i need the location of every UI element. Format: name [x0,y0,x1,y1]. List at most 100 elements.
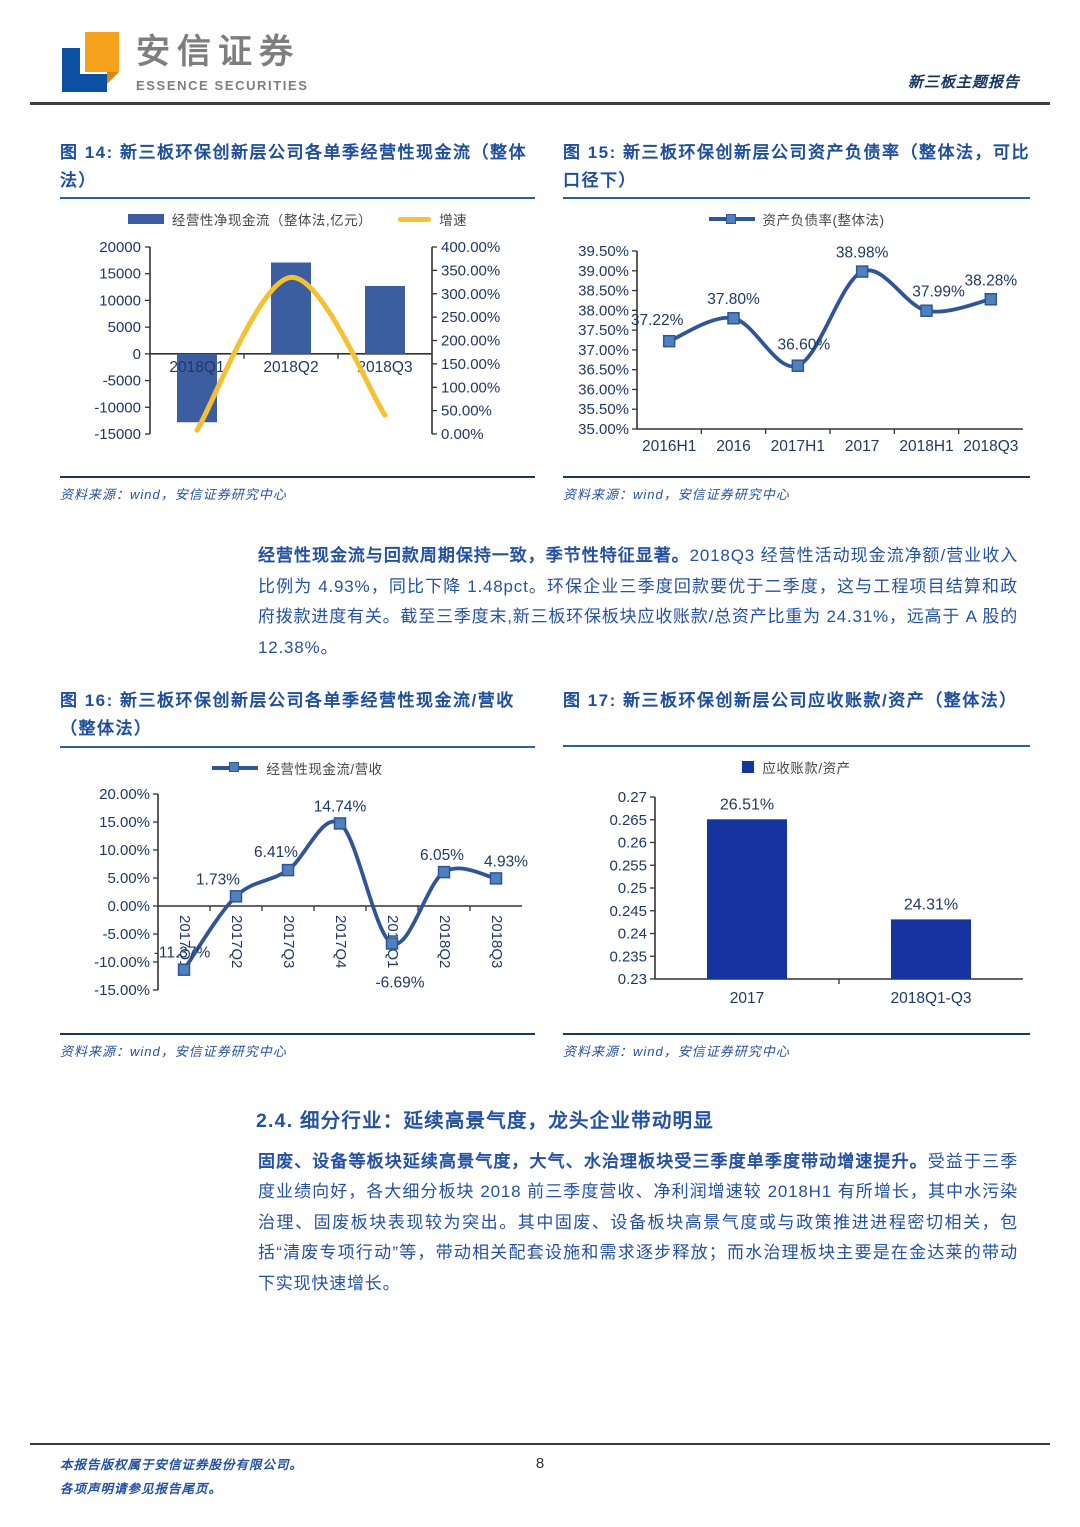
disclaimer-line-2: 各项声明请参见报告尾页。 [60,1482,223,1497]
svg-text:2017H1: 2017H1 [771,438,825,455]
figure-17-title: 图 17: 新三板环保创新层公司应收账款/资产（整体法） [563,691,1018,711]
page-header: 安信证券 ESSENCE SECURITIES 新三板主题报告 [0,0,1080,102]
figure-17-legend: 应收账款/资产 [563,755,1030,779]
figure-16-title: 图 16: 新三板环保创新层公司各单季经营性现金流/营收（整体法） [60,691,515,738]
svg-text:0.00%: 0.00% [107,898,150,915]
svg-text:36.00%: 36.00% [578,382,629,399]
receivables-bar [891,919,971,980]
svg-text:2017: 2017 [730,990,764,1007]
svg-text:10000: 10000 [99,292,141,309]
svg-text:100.00%: 100.00% [441,379,500,396]
figure-14-title: 图 14: 新三板环保创新层公司各单季经营性现金流（整体法） [60,143,528,190]
figure-15-title: 图 15: 新三板环保创新层公司资产负债率（整体法，可比口径下） [563,143,1031,190]
brand-name-en: ESSENCE SECURITIES [136,78,309,94]
figure-16-title-rule [60,745,535,748]
report-tag: 新三板主题报告 [907,74,1020,91]
fig14-plot: 20000 15000 10000 5000 0 -5000 -10000 -15000 400… [94,239,500,443]
svg-text:1.73%: 1.73% [196,871,240,888]
svg-text:6.41%: 6.41% [254,844,298,861]
svg-text:2017: 2017 [845,438,879,455]
figure-16: 图 16: 新三板环保创新层公司各单季经营性现金流/营收（整体法） 经营性现金流… [60,687,535,1059]
svg-text:-10000: -10000 [94,399,141,416]
svg-text:2016: 2016 [716,438,750,455]
figure-15-legend: 资产负债率(整体法) [563,207,1030,231]
data-point-marker [727,312,740,325]
svg-text:4.93%: 4.93% [484,853,528,870]
svg-text:2018H1: 2018H1 [899,438,953,455]
svg-text:0: 0 [133,346,141,363]
svg-text:38.98%: 38.98% [836,245,889,262]
cash-flow-bar [177,353,217,423]
svg-text:20000: 20000 [99,239,141,256]
paragraph-cash-flow-body: 2018Q3 经营性活动现金流净额/营业收入比例为 4.93%，同比下降 1.4… [258,546,1019,657]
svg-text:150.00%: 150.00% [441,356,500,373]
svg-text:0.24: 0.24 [618,926,647,943]
figure-17-title-rule [563,745,1030,748]
svg-text:2018Q3: 2018Q3 [357,359,412,376]
svg-text:36.60%: 36.60% [778,337,831,354]
fig15-plot: 39.50% 39.00% 38.50% 38.00% 37.50% 37.00% 36.5… [578,243,1023,455]
svg-text:35.50%: 35.50% [578,401,629,418]
svg-text:39.50%: 39.50% [578,243,629,260]
disclaimer-line-1: 本报告版权属于安信证券股份有限公司。 [60,1458,304,1472]
svg-text:37.50%: 37.50% [578,322,629,339]
svg-text:2018Q3: 2018Q3 [488,915,505,968]
figure-16-legend: 经营性现金流/营收 [60,756,535,780]
page-footer: 本报告版权属于安信证券股份有限公司。 各项声明请参见报告尾页。 8 [30,1443,1050,1502]
cf-revenue-legend-label: 经营性现金流/营收 [266,761,383,777]
figure-15-plot-area: 39.50% 39.00% 38.50% 38.00% 37.50% 37.00% 36.5… [563,231,1030,476]
svg-text:0.26: 0.26 [618,835,647,852]
figure-15-source: 资料来源：wind，安信证券研究中心 [563,476,1030,503]
svg-text:15000: 15000 [99,266,141,283]
svg-text:2017Q3: 2017Q3 [280,915,297,968]
svg-text:5000: 5000 [108,319,141,336]
svg-text:2018Q2: 2018Q2 [436,915,453,968]
data-point-marker [229,889,243,903]
svg-text:2017Q2: 2017Q2 [228,915,245,968]
svg-text:-5000: -5000 [103,373,141,390]
figure-14-title-rule [60,197,535,200]
figures-row-1: 图 14: 新三板环保创新层公司各单季经营性现金流（整体法） 经营性净现金流（整… [60,139,1030,503]
fig17-plot: 0.27 0.265 0.26 0.255 0.25 0.245 0.24 0.235 0.23… [609,789,1023,1007]
data-point-marker [281,863,295,876]
svg-text:38.50%: 38.50% [578,283,629,300]
data-point-marker [437,865,451,878]
svg-text:38.28%: 38.28% [965,272,1018,289]
svg-text:0.265: 0.265 [609,812,647,829]
svg-text:0.235: 0.235 [609,949,647,966]
svg-text:0.27: 0.27 [618,789,647,806]
svg-text:400.00%: 400.00% [441,239,500,256]
debt-ratio-marker-swatch [725,213,736,224]
svg-text:-15000: -15000 [94,426,141,443]
essence-securities-logo-icon [62,32,119,92]
figure-16-plot-area: 20.00% 15.00% 10.00% 5.00% 0.00% -5.00% -10.00… [60,780,535,1033]
svg-text:35.00%: 35.00% [578,421,629,438]
svg-text:38.00%: 38.00% [578,302,629,319]
receivables-legend-label: 应收账款/资产 [762,761,851,777]
svg-text:6.05%: 6.05% [420,847,464,864]
receivables-bar-swatch [742,761,755,774]
svg-text:2017Q1: 2017Q1 [176,915,193,968]
data-point-marker [662,334,676,348]
svg-text:300.00%: 300.00% [441,286,500,303]
svg-text:37.80%: 37.80% [707,291,760,308]
cf-revenue-marker-swatch [229,762,240,772]
svg-text:10.00%: 10.00% [99,842,150,859]
figure-17-plot-area: 0.27 0.265 0.26 0.255 0.25 0.245 0.24 0.235 0.23… [563,779,1030,1032]
svg-text:2018Q1: 2018Q1 [169,359,224,376]
svg-text:2018Q1-Q3: 2018Q1-Q3 [891,990,972,1007]
figure-14-plot-area: 20000 15000 10000 5000 0 -5000 -10000 -15000 400… [60,231,535,464]
cash-flow-bar-swatch [127,214,164,225]
figure-16-source: 资料来源：wind，安信证券研究中心 [60,1032,535,1060]
data-point-marker [791,359,805,373]
svg-text:2018Q2: 2018Q2 [263,359,318,376]
svg-text:2017Q4: 2017Q4 [332,915,349,968]
svg-text:350.00%: 350.00% [441,262,500,279]
paragraph-subsectors-lead: 固废、设备等板块延续高景气度，大气、水治理板块受三季度单季度带动增速提升。 [258,1151,928,1171]
debt-ratio-legend-label: 资产负债率(整体法) [762,213,885,229]
svg-text:5.00%: 5.00% [107,870,150,887]
data-point-marker [489,871,503,885]
svg-text:24.31%: 24.31% [904,897,958,914]
svg-text:37.22%: 37.22% [631,312,684,329]
